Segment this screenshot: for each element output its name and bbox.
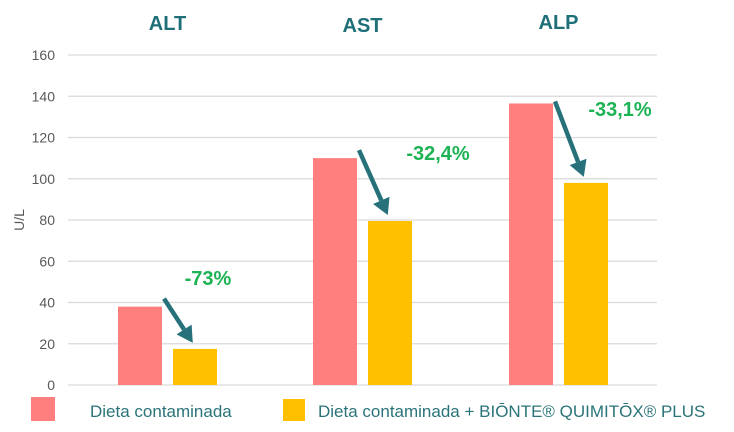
bar-alt-series-2 (173, 348, 217, 385)
y-axis-label: U/L (11, 209, 27, 231)
y-tick-label: 160 (32, 47, 56, 63)
percent-change-label: -73% (185, 268, 232, 290)
bar-alt-series-1 (118, 306, 162, 385)
bar-ast-series-2 (368, 221, 412, 385)
y-tick-label: 40 (39, 295, 55, 311)
legend-swatch (283, 399, 305, 421)
y-tick-label: 140 (32, 88, 56, 104)
bar-ast-series-1 (313, 158, 357, 385)
decrease-arrow-icon (162, 297, 193, 343)
category-title: ALP (539, 12, 579, 34)
y-tick-label: 20 (39, 336, 55, 352)
percent-change-label: -33,1% (588, 99, 652, 121)
bar-alp-series-2 (564, 182, 608, 385)
y-tick-label: 100 (32, 171, 56, 187)
y-tick-label: 0 (47, 377, 55, 393)
percent-change-label: -32,4% (406, 143, 470, 165)
decrease-arrow-icon (356, 149, 390, 216)
bar-alp-series-1 (509, 103, 553, 385)
y-tick-label: 80 (39, 212, 55, 228)
decrease-arrow-icon (552, 100, 587, 177)
legend-label: Dieta contaminada + BIŌNTE® QUIMITŌX® PL… (318, 402, 705, 421)
y-tick-label: 60 (39, 253, 55, 269)
legend-swatch (31, 397, 55, 421)
y-tick-label: 120 (32, 130, 56, 146)
legend-label: Dieta contaminada (90, 402, 232, 421)
category-title: ALT (149, 13, 186, 35)
category-title: AST (343, 15, 383, 37)
